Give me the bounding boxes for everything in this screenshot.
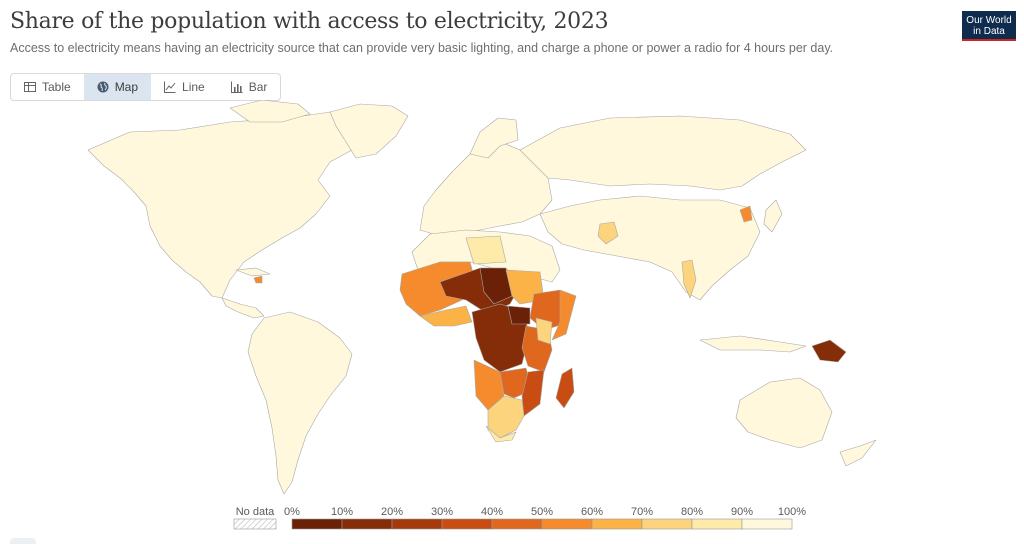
bar-chart-icon xyxy=(230,81,243,93)
tab-bar[interactable]: Bar xyxy=(218,74,281,100)
legend-tick-label: 30% xyxy=(431,506,453,518)
kenya[interactable] xyxy=(535,317,553,345)
north-america[interactable] xyxy=(87,111,373,299)
logo-line-1: Our World xyxy=(966,15,1012,26)
afghanistan[interactable] xyxy=(597,221,619,245)
legend-tick-label: 20% xyxy=(381,506,403,518)
line-chart-icon xyxy=(164,81,176,93)
legend-tick-label: 10% xyxy=(331,506,353,518)
legend-tick-label: 50% xyxy=(531,506,553,518)
central-america[interactable] xyxy=(221,297,265,319)
legend-bin-20-30[interactable] xyxy=(391,518,443,530)
legend-no-data-label: No data xyxy=(236,506,275,518)
legend-ticks: 0% 10% 20% 30% 40% 50% 60% 70% 80% 90% 100% xyxy=(284,506,806,518)
tab-map-label: Map xyxy=(114,80,139,94)
australia[interactable] xyxy=(735,377,833,449)
table-icon xyxy=(24,82,36,92)
legend-tick-label: 80% xyxy=(681,506,703,518)
owid-logo[interactable]: Our World in Data xyxy=(962,11,1016,41)
legend-tick-label: 90% xyxy=(731,506,753,518)
legend-bin-30-40[interactable] xyxy=(441,518,493,530)
west-africa[interactable] xyxy=(399,261,477,317)
new-zealand[interactable] xyxy=(839,439,877,467)
north-korea[interactable] xyxy=(739,205,753,223)
chart-title: Share of the population with access to e… xyxy=(10,9,609,34)
tab-bar-label: Bar xyxy=(248,80,268,94)
indonesia[interactable] xyxy=(699,335,807,353)
tab-table-label: Table xyxy=(42,80,71,94)
legend-bin-70-80[interactable] xyxy=(641,518,693,530)
legend-tick-label: 40% xyxy=(481,506,503,518)
south-sudan[interactable] xyxy=(507,305,531,325)
myanmar[interactable] xyxy=(681,259,697,299)
south-america[interactable] xyxy=(247,311,353,495)
legend-no-data-swatch[interactable] xyxy=(233,518,277,530)
legend-bin-40-50[interactable] xyxy=(491,518,543,530)
chad[interactable] xyxy=(479,267,513,305)
north-asia[interactable] xyxy=(519,115,807,191)
world-map xyxy=(87,100,877,495)
tab-table[interactable]: Table xyxy=(11,74,84,100)
legend-bin-10-20[interactable] xyxy=(341,518,393,530)
logo-line-2: in Data xyxy=(973,26,1005,37)
gulf-of-guinea[interactable] xyxy=(419,305,473,327)
tab-line-label: Line xyxy=(182,80,205,94)
legend-tick-label: 60% xyxy=(581,506,603,518)
papua-new-guinea[interactable] xyxy=(811,339,847,363)
legend-tick-label: 0% xyxy=(284,506,300,518)
libya[interactable] xyxy=(465,235,507,265)
tab-line[interactable]: Line xyxy=(151,74,218,100)
legend-bins xyxy=(291,518,793,530)
japan[interactable] xyxy=(763,199,783,233)
scandinavia[interactable] xyxy=(469,117,519,159)
somalia[interactable] xyxy=(551,289,577,341)
globe-icon xyxy=(97,81,109,93)
mozambique[interactable] xyxy=(521,369,545,417)
legend-tick-label: 100% xyxy=(778,506,806,518)
chart-subtitle: Access to electricity means having an el… xyxy=(10,41,834,55)
south-africa[interactable] xyxy=(485,425,517,443)
asia-middle[interactable] xyxy=(539,195,761,301)
tab-map[interactable]: Map xyxy=(83,74,152,100)
legend-bin-90-100[interactable] xyxy=(741,518,793,530)
legend-bin-60-70[interactable] xyxy=(591,518,643,530)
arctic-islands[interactable] xyxy=(229,100,311,123)
legend-tick-label: 70% xyxy=(631,506,653,518)
cuba[interactable] xyxy=(235,267,271,277)
haiti[interactable] xyxy=(253,275,263,284)
view-tabs: Table Map Line Bar xyxy=(10,73,282,101)
greenland[interactable] xyxy=(329,103,409,159)
legend-bin-50-60[interactable] xyxy=(541,518,593,530)
legend-bin-80-90[interactable] xyxy=(691,518,743,530)
madagascar[interactable] xyxy=(555,367,575,409)
legend-bin-0-10[interactable] xyxy=(291,518,343,530)
bottom-corner-tab[interactable] xyxy=(10,538,36,544)
